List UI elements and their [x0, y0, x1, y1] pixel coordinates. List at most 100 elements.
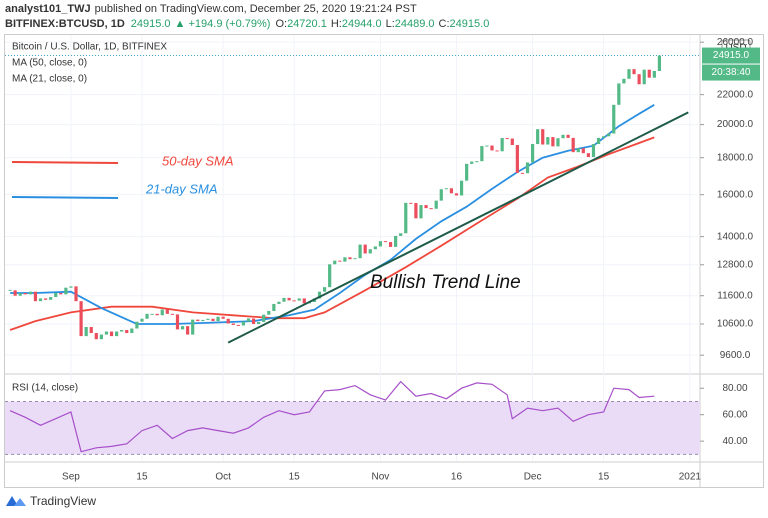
candle	[470, 161, 474, 164]
y-tick-label: 16000.0	[717, 189, 754, 200]
candle	[602, 136, 606, 138]
candle	[251, 318, 256, 325]
candle	[64, 287, 68, 295]
candle	[109, 331, 114, 337]
candle	[444, 188, 448, 190]
trend-line-label: Bullish Trend Line	[370, 272, 521, 293]
candle	[206, 318, 210, 320]
candle	[642, 69, 646, 85]
candle	[541, 129, 545, 145]
candle	[388, 242, 393, 247]
rsi-tick-label: 60.00	[722, 409, 747, 420]
x-tick-label: Oct	[215, 472, 231, 483]
candle	[130, 328, 134, 334]
candle	[500, 138, 504, 152]
candle	[373, 246, 377, 250]
candle	[180, 326, 185, 330]
symbol: BITFINEX:BTCUSD, 1D	[5, 18, 125, 30]
candle	[475, 161, 479, 163]
candle	[546, 137, 550, 145]
candle	[120, 330, 124, 332]
candle	[576, 148, 580, 153]
candle	[627, 69, 631, 79]
candle	[617, 83, 621, 105]
candle	[328, 264, 332, 288]
candle	[322, 287, 327, 292]
candle	[454, 193, 459, 196]
last: 24915.0	[131, 18, 171, 30]
candle	[201, 319, 205, 322]
h: 24944.0	[342, 18, 382, 30]
x-tick-label: Nov	[372, 472, 390, 483]
y-tick-label: 18000.0	[717, 152, 754, 163]
candle	[520, 172, 525, 174]
candle	[211, 318, 215, 322]
y-tick-label: 12800.0	[717, 259, 754, 270]
candle	[145, 313, 149, 319]
candle	[302, 298, 306, 304]
candle	[586, 153, 590, 157]
candle	[657, 55, 662, 71]
candle	[191, 319, 195, 335]
candle	[561, 134, 565, 139]
candle	[125, 330, 129, 334]
candle	[231, 323, 235, 325]
published: published on TradingView.com, December 2…	[95, 3, 417, 15]
candle	[338, 260, 342, 262]
x-tick-label: Sep	[62, 472, 80, 483]
candle	[246, 318, 251, 322]
y-tick-label: 26000.0	[717, 37, 754, 48]
rsi-tick-label: 80.00	[722, 383, 747, 394]
rsi-tick-label: 40.00	[722, 436, 747, 447]
candle	[23, 293, 27, 295]
x-tick-label: Dec	[524, 472, 542, 483]
candle	[424, 205, 428, 209]
candle	[33, 291, 38, 302]
candle	[89, 327, 93, 334]
candle	[140, 318, 144, 322]
brand: TradingView	[30, 494, 96, 508]
y-tick-label: 20000.0	[717, 119, 754, 130]
countdown: 20:38:40	[712, 67, 751, 78]
candle	[84, 327, 88, 337]
candle	[297, 298, 301, 301]
candle	[490, 145, 494, 151]
l-label: L:	[386, 18, 395, 30]
candle	[480, 146, 484, 162]
trend-line	[227, 111, 689, 344]
candle	[115, 331, 119, 337]
candle	[170, 313, 175, 315]
candle	[236, 324, 240, 326]
candle	[581, 148, 585, 154]
h-label: H:	[331, 18, 342, 30]
candle	[287, 297, 291, 301]
candle	[69, 286, 73, 288]
candle	[591, 144, 596, 157]
candle	[226, 318, 230, 324]
x-tick-label: 2021	[679, 472, 702, 483]
rsi-label: RSI (14, close)	[12, 383, 78, 394]
o: 24720.1	[287, 18, 327, 30]
x-tick-label: 15	[598, 472, 610, 483]
candle	[348, 257, 352, 260]
x-tick-label: 15	[136, 472, 148, 483]
candle	[13, 290, 17, 296]
candle	[292, 300, 296, 302]
rsi-line	[9, 380, 655, 453]
candle	[99, 334, 103, 340]
candle	[652, 70, 656, 78]
candle	[515, 145, 519, 173]
candle	[277, 301, 281, 304]
candle	[74, 286, 78, 302]
candle	[505, 138, 509, 140]
grid	[5, 35, 700, 461]
candle	[186, 326, 190, 335]
ma-line	[9, 136, 655, 331]
candle	[353, 258, 357, 260]
candle	[150, 313, 154, 315]
price-tag-bg	[702, 47, 760, 64]
candle	[459, 180, 464, 196]
candle	[317, 291, 322, 299]
ma21-label: MA (21, close, 0)	[12, 74, 87, 85]
